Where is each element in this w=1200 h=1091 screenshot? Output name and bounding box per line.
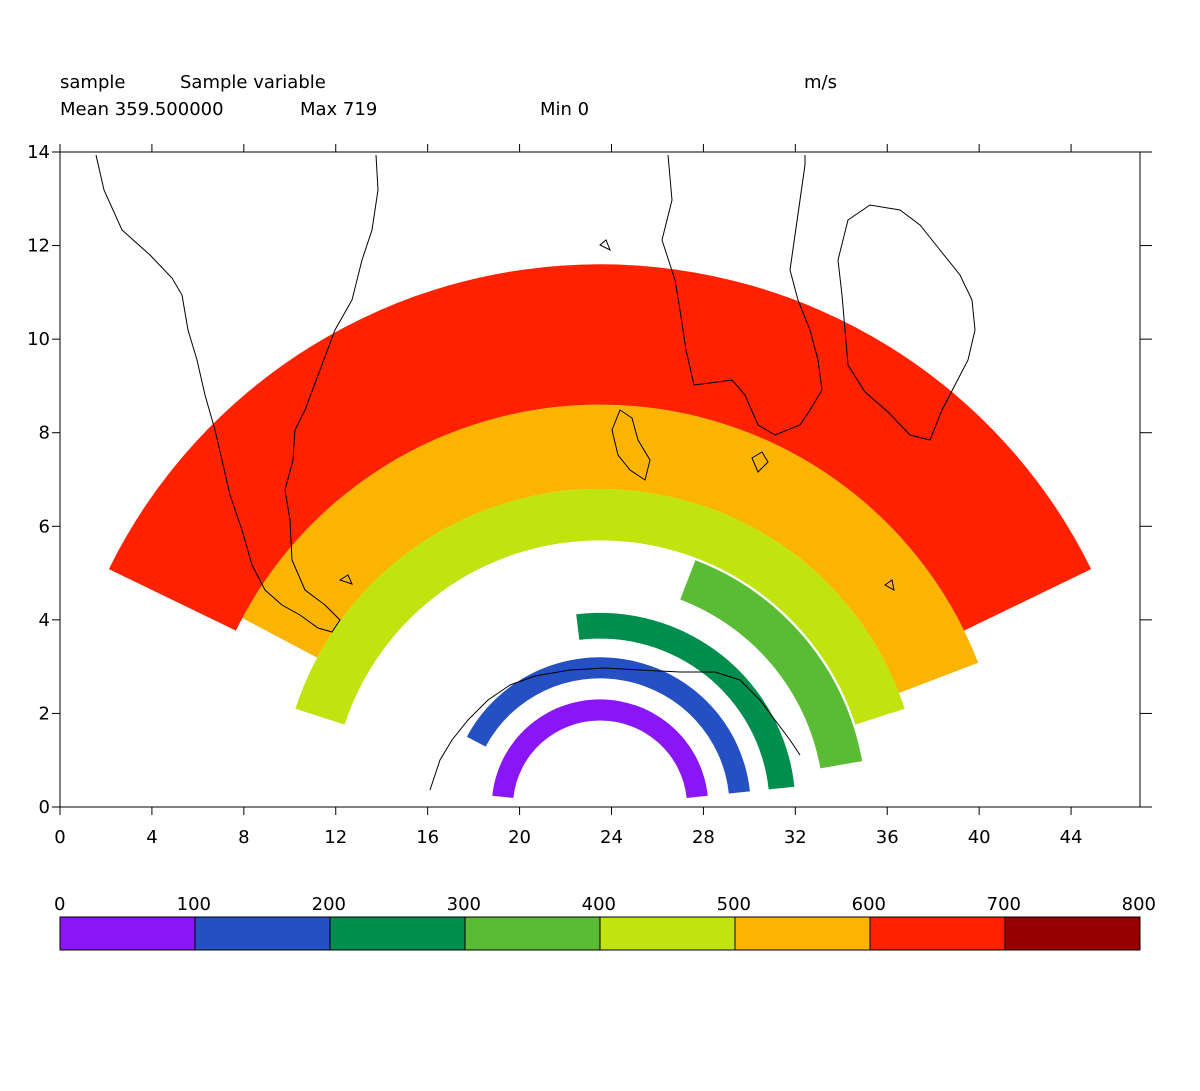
- colorbar-label: 300: [447, 894, 481, 915]
- colorbar-label: 200: [312, 894, 346, 915]
- band-400-500: [295, 488, 905, 725]
- band-100-200: [466, 657, 750, 794]
- variable-units: m/s: [804, 72, 837, 93]
- x-tick-label: 16: [416, 827, 439, 848]
- y-tick-label: 12: [27, 236, 50, 257]
- x-tick-label: 28: [692, 827, 715, 848]
- mean-value: Mean 359.500000: [60, 99, 224, 120]
- y-tick-label: 0: [39, 797, 50, 818]
- x-tick-label: 36: [876, 827, 899, 848]
- colorbar-swatch: [734, 916, 871, 951]
- x-tick-label: 12: [324, 827, 347, 848]
- min-value: Min 0: [540, 99, 590, 120]
- coastline-australia: [837, 204, 976, 441]
- y-tick-label: 8: [39, 423, 50, 444]
- coastline-africa: [661, 154, 823, 436]
- colorbar-label: 500: [717, 894, 751, 915]
- x-tick-label: 24: [600, 827, 623, 848]
- band-300-400: [680, 560, 863, 769]
- coastline-islands: [338, 239, 895, 591]
- band-200-300: [576, 612, 795, 790]
- colorbar-swatch: [464, 916, 601, 951]
- x-tick-label: 40: [968, 827, 991, 848]
- colorbar-swatch: [329, 916, 466, 951]
- colorbar: 0 100 200 300 400 500 600 700 800: [54, 894, 1156, 951]
- colorbar-label: 100: [177, 894, 211, 915]
- colorbar-swatch: [59, 916, 196, 951]
- coastline-madagascar: [611, 409, 651, 481]
- x-tick-label: 44: [1060, 827, 1083, 848]
- colorbar-label: 800: [1122, 894, 1156, 915]
- variable-name: sample: [60, 72, 126, 93]
- x-tick-label: 20: [508, 827, 531, 848]
- variable-long-name: Sample variable: [180, 72, 326, 93]
- colorbar-swatch: [194, 916, 331, 951]
- coastline-layer: [95, 154, 976, 791]
- colorbar-swatch: [869, 916, 1006, 951]
- colorbar-label: 400: [582, 894, 616, 915]
- y-tick-label: 6: [39, 516, 50, 537]
- max-value: Max 719: [300, 99, 378, 120]
- bands-layer: [108, 264, 1092, 798]
- band-500-600: [242, 404, 979, 693]
- y-tick-label: 10: [27, 329, 50, 350]
- x-tick-label: 0: [54, 827, 65, 848]
- y-tick-label: 2: [39, 703, 50, 724]
- y-tick-label: 4: [39, 610, 50, 631]
- colorbar-swatch: [1004, 916, 1141, 951]
- coastline-south-america: [95, 154, 379, 633]
- colorbar-label: 0: [54, 894, 65, 915]
- y-tick-label: 14: [27, 142, 50, 163]
- x-tick-label: 4: [146, 827, 157, 848]
- x-tick-label: 32: [784, 827, 807, 848]
- plot-frame: [59, 151, 1141, 808]
- band-0-100: [492, 699, 708, 798]
- colorbar-label: 600: [852, 894, 886, 915]
- colorbar-swatch: [599, 916, 736, 951]
- x-tick-label: 8: [238, 827, 249, 848]
- band-600-700: [108, 264, 1092, 631]
- colorbar-label: 700: [987, 894, 1021, 915]
- coastline-antarctica: [429, 667, 801, 791]
